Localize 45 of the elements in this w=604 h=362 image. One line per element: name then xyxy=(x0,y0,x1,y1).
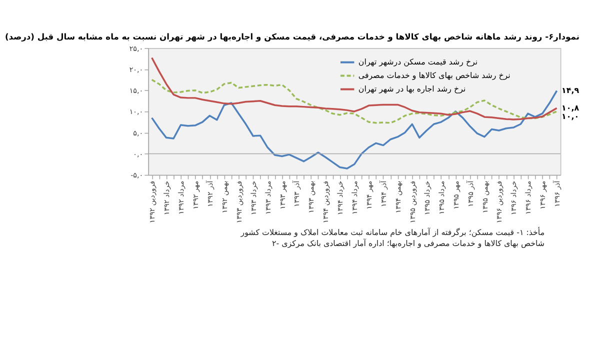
y-tick-label: ۱۵,۰ xyxy=(129,86,144,96)
x-tick-label: بهمن ۱۳۹۲ xyxy=(220,180,229,214)
x-tick-label: بهمن ۱۳۹۳ xyxy=(306,180,316,214)
x-tick-label: فروردین ۱۳۹۲ xyxy=(148,180,157,224)
x-tick-label: مهر ۱۳۹۲ xyxy=(191,180,200,210)
legend-label: نرخ رشد شاخص بهای کالاها و خدمات مصرفی xyxy=(358,71,510,80)
x-tick-label: خرداد ۱۳۹۴ xyxy=(336,180,345,216)
y-tick-label: ۵,۰ xyxy=(133,128,144,138)
y-tick-label: ۲۰,۰ xyxy=(129,64,144,74)
y-tick-label: ۱۰,۰ xyxy=(129,107,144,116)
x-tick-label: مرداد ۱۳۹۶ xyxy=(524,180,533,214)
x-tick-label: فروردین ۱۳۹۶ xyxy=(494,180,504,224)
x-tick-label: فروردین ۱۳۹۵ xyxy=(408,180,417,224)
y-tick-label: ۰,۰ xyxy=(133,150,144,159)
x-tick-label: بهمن ۱۳۹۵ xyxy=(480,180,490,214)
legend-label: نرخ رشد قیمت مسکن درشهر تهران xyxy=(358,58,478,67)
x-tick-label: مرداد ۱۳۹۴ xyxy=(350,180,360,214)
x-tick-label: آذر ۱۳۹۴ xyxy=(379,180,388,207)
x-tick-label: آذر ۱۳۹۳ xyxy=(292,180,302,207)
x-tick-label: مهر ۱۳۹۶ xyxy=(538,180,548,210)
x-tick-label: آذر ۱۳۹۶ xyxy=(552,180,562,207)
x-tick-label: آذر ۱۳۹۵ xyxy=(466,180,475,207)
x-tick-label: خرداد ۱۳۹۲ xyxy=(162,180,172,216)
x-tick-label: مهر ۱۳۹۴ xyxy=(364,180,374,210)
x-tick-label: خرداد ۱۳۹۶ xyxy=(509,180,518,216)
legend-label: نرخ رشد اجاره بها در شهر تهران xyxy=(358,84,466,94)
x-tick-label: مرداد ۱۳۹۳ xyxy=(263,180,272,214)
data-label: ۱۴,۹ xyxy=(562,86,580,96)
data-label: ۱۰,۸ xyxy=(562,103,580,112)
x-tick-label: مهر ۱۳۹۵ xyxy=(451,180,460,210)
x-tick-label: مرداد ۱۳۹۲ xyxy=(176,180,186,214)
x-tick-label: فروردین ۱۳۹۳ xyxy=(234,180,244,224)
chart-title: نمودار۶- روند رشد ماهانه شاخص بهای کالاها و خدمات مصرفی، قیمت مسکن و اجاره‌بها در شهر تهران نسبت به ماه مشابه سال قبل (درصد) xyxy=(4,31,580,42)
x-tick-label: بهمن ۱۳۹۴ xyxy=(393,180,402,214)
x-tick-label: مرداد ۱۳۹۵ xyxy=(436,180,446,214)
y-tick-label: ۲۵,۰ xyxy=(129,44,144,53)
x-tick-label: خرداد ۱۳۹۵ xyxy=(422,180,432,216)
y-tick-label: -۵,۰ xyxy=(130,170,144,180)
x-tick-label: مهر ۱۳۹۳ xyxy=(278,180,287,210)
text: مأخذ: ۱- قیمت مسکن؛ برگرفته از آمارهای خام سامانه ثبت معاملات املاک و مستغلات کشور xyxy=(240,226,545,238)
text: ۲- شاخص بهای کالاها و خدمات مصرفی و اجاره‌بها؛ اداره آمار اقتصادی بانک مرکزی xyxy=(272,238,545,248)
data-label: ۱۰,۰ xyxy=(562,112,580,122)
x-tick-label: فروردین ۱۳۹۴ xyxy=(321,180,330,224)
x-tick-label: خرداد ۱۳۹۳ xyxy=(248,180,258,216)
x-tick-label: آذر ۱۳۹۲ xyxy=(205,180,214,207)
